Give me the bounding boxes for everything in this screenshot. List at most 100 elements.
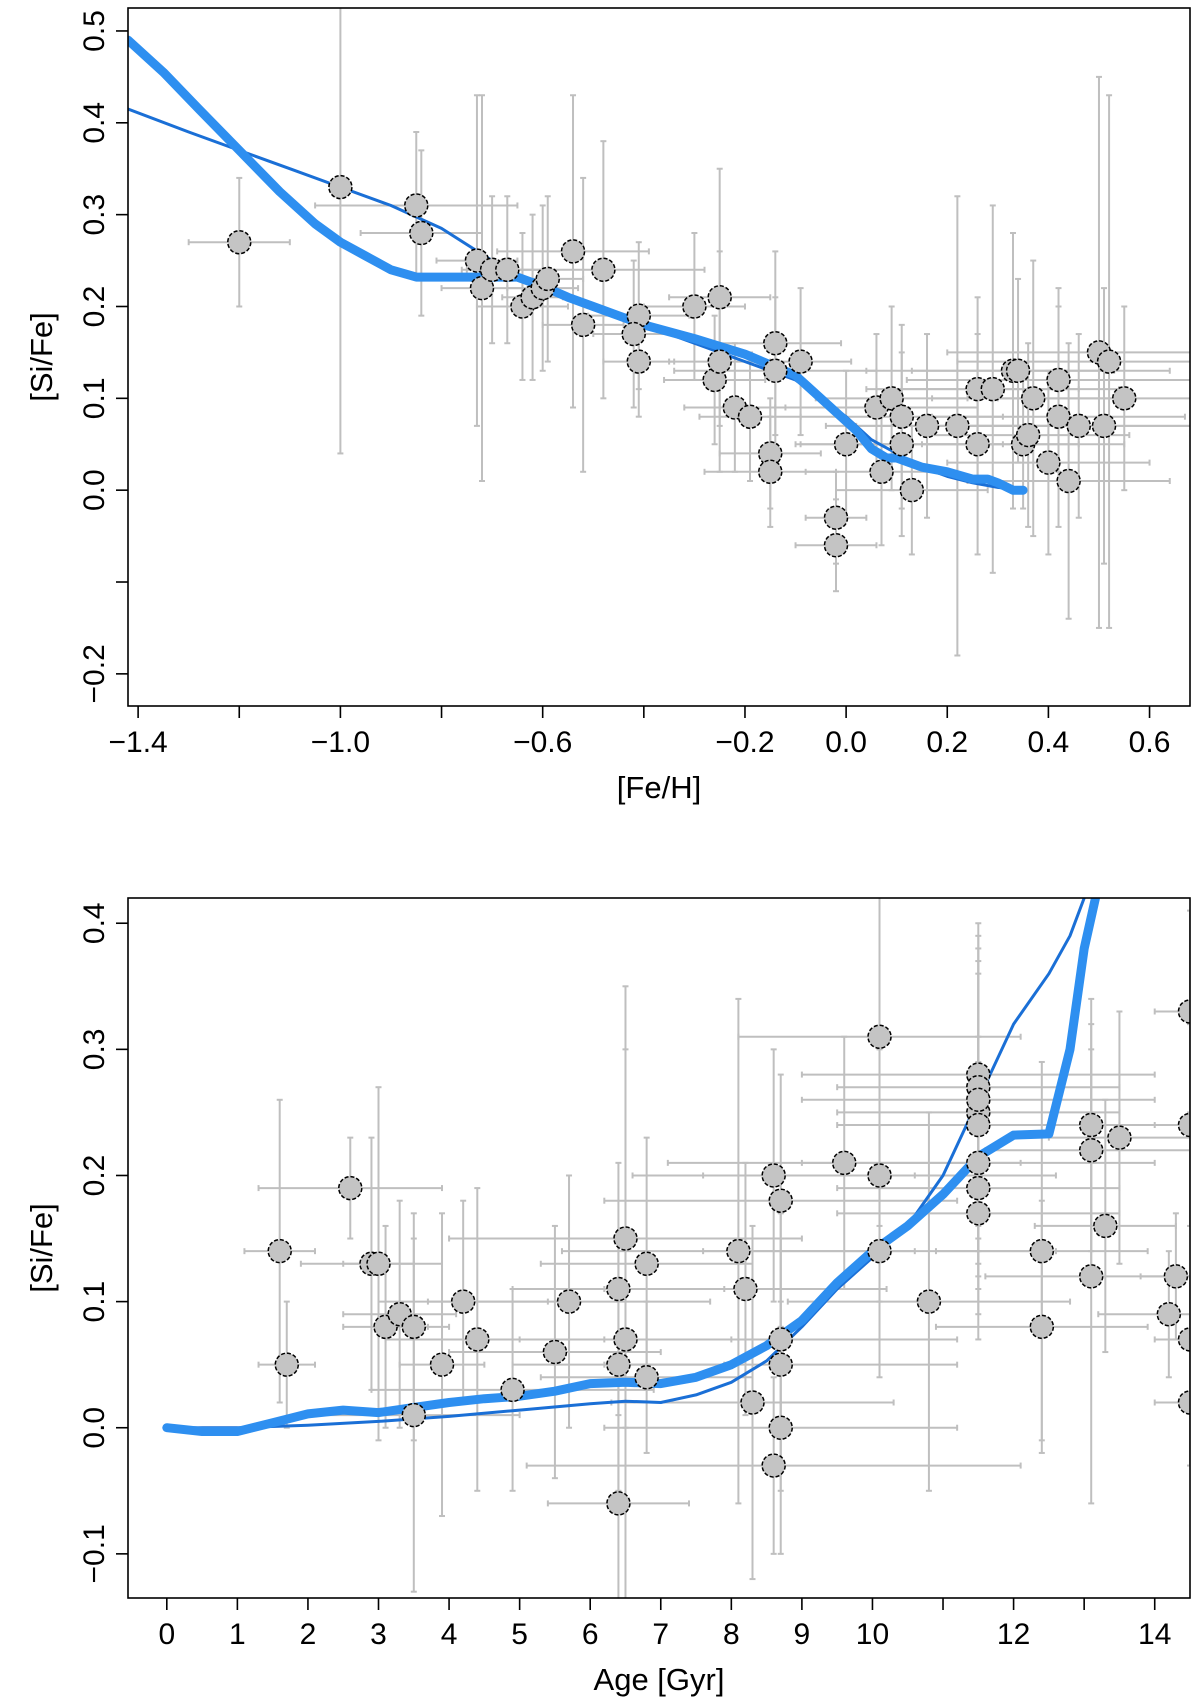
data-point: [560, 239, 586, 264]
data-point: [409, 220, 434, 246]
data-point: [702, 367, 727, 393]
panel-feh: −1.4 −1.0 −0.6 −0.2 0.0 0.2 0.4 0.6 0.5 0.4 0.3 0.2…: [24, 7, 1191, 805]
y-tick-label: 0.4: [78, 902, 111, 944]
data-point: [626, 349, 652, 374]
data-point: [869, 459, 894, 485]
data-point: [945, 413, 970, 439]
data-point: [867, 1238, 892, 1264]
data-point: [1096, 349, 1122, 374]
data-point: [613, 1327, 638, 1352]
data-point: [404, 193, 429, 218]
x-tick-label: 7: [652, 1618, 669, 1651]
data-point: [328, 174, 353, 200]
x-tick-label: 2: [300, 1618, 317, 1651]
data-point: [542, 1339, 568, 1365]
data-point: [500, 1377, 525, 1403]
data-point: [429, 1352, 455, 1377]
data-point: [556, 1289, 582, 1314]
data-point: [1177, 1327, 1190, 1352]
y-tick-label: 0.0: [78, 469, 111, 511]
data-point: [465, 1327, 490, 1352]
data-point: [1036, 450, 1061, 475]
data-point: [1046, 404, 1071, 429]
data-point: [1107, 1125, 1132, 1150]
y-tick-label: 0.5: [78, 10, 111, 52]
data-point: [833, 432, 859, 457]
data-point: [761, 1163, 786, 1188]
y-tick-label: 0.2: [78, 1155, 111, 1197]
error-bar: [1153, 1023, 1190, 1227]
x-axis-label: [Fe/H]: [617, 770, 701, 805]
y-tick-label: 0.3: [78, 1028, 111, 1070]
data-point: [966, 1150, 991, 1176]
x-tick-label: 0.0: [825, 726, 867, 759]
data-point: [740, 1390, 765, 1415]
x-tick-label: 8: [723, 1618, 740, 1651]
x-tick-label: −0.2: [715, 726, 774, 759]
x-tick-label: 0: [158, 1618, 175, 1651]
x-tick-label: 9: [794, 1618, 811, 1651]
data-point: [1112, 386, 1137, 411]
data-point: [450, 1289, 476, 1314]
data-point: [682, 294, 707, 319]
data-point: [823, 505, 849, 530]
data-point: [1078, 1264, 1104, 1289]
data-point: [535, 266, 560, 292]
data-point: [879, 386, 904, 411]
data-point: [889, 432, 914, 457]
x-tick-label: 0.2: [926, 726, 968, 759]
data-point: [758, 459, 783, 485]
data-point: [1078, 1112, 1104, 1138]
data-point: [606, 1276, 631, 1302]
data-point: [1177, 1390, 1190, 1415]
data-point: [1093, 1213, 1118, 1239]
data-point: [1015, 422, 1041, 448]
data-point: [1056, 468, 1081, 494]
plot-frame: [127, 7, 1191, 707]
x-tick-label: 10: [856, 1618, 889, 1651]
x-tick-label: 6: [582, 1618, 599, 1651]
x-tick-label: 3: [370, 1618, 387, 1651]
error-bar: [1153, 909, 1190, 1114]
plot-area: [128, 8, 1190, 657]
x-tick-label: 1: [229, 1618, 246, 1651]
data-point: [889, 404, 914, 429]
data-point: [401, 1402, 427, 1428]
error-bar: [1153, 1338, 1190, 1467]
data-point: [1163, 1264, 1189, 1289]
data-point: [1177, 1112, 1190, 1138]
data-point: [274, 1352, 300, 1377]
data-point: [621, 321, 646, 347]
data-point: [768, 1327, 793, 1352]
data-point: [570, 312, 596, 338]
data-point: [899, 477, 925, 503]
data-point: [763, 330, 788, 356]
data-point: [1078, 1138, 1104, 1163]
data-point: [768, 1352, 793, 1377]
x-tick-label: 5: [511, 1618, 528, 1651]
data-point: [634, 1251, 659, 1277]
x-tick-label: 12: [997, 1618, 1030, 1651]
data-point: [707, 349, 732, 374]
plot-area: [162, 898, 1190, 1598]
x-tick-label: 0.6: [1129, 726, 1171, 759]
data-point: [401, 1314, 427, 1340]
y-tick-label: 0.3: [78, 194, 111, 236]
data-point: [768, 1188, 793, 1213]
data-point: [916, 1289, 942, 1314]
data-point: [867, 1024, 892, 1049]
data-point: [758, 441, 783, 466]
y-tick-label: 0.0: [78, 1407, 111, 1449]
y-axis-label: [Si/Fe]: [24, 1203, 59, 1293]
data-point: [591, 257, 616, 282]
data-point: [634, 1365, 659, 1390]
x-tick-label: 0.4: [1028, 726, 1070, 759]
data-point: [737, 404, 763, 429]
data-point: [227, 229, 252, 255]
data-point: [1020, 386, 1046, 411]
error-bar: [337, 8, 344, 455]
y-tick-label: 0.1: [78, 1281, 111, 1323]
data-point: [1046, 367, 1071, 393]
data-point: [966, 1175, 991, 1201]
